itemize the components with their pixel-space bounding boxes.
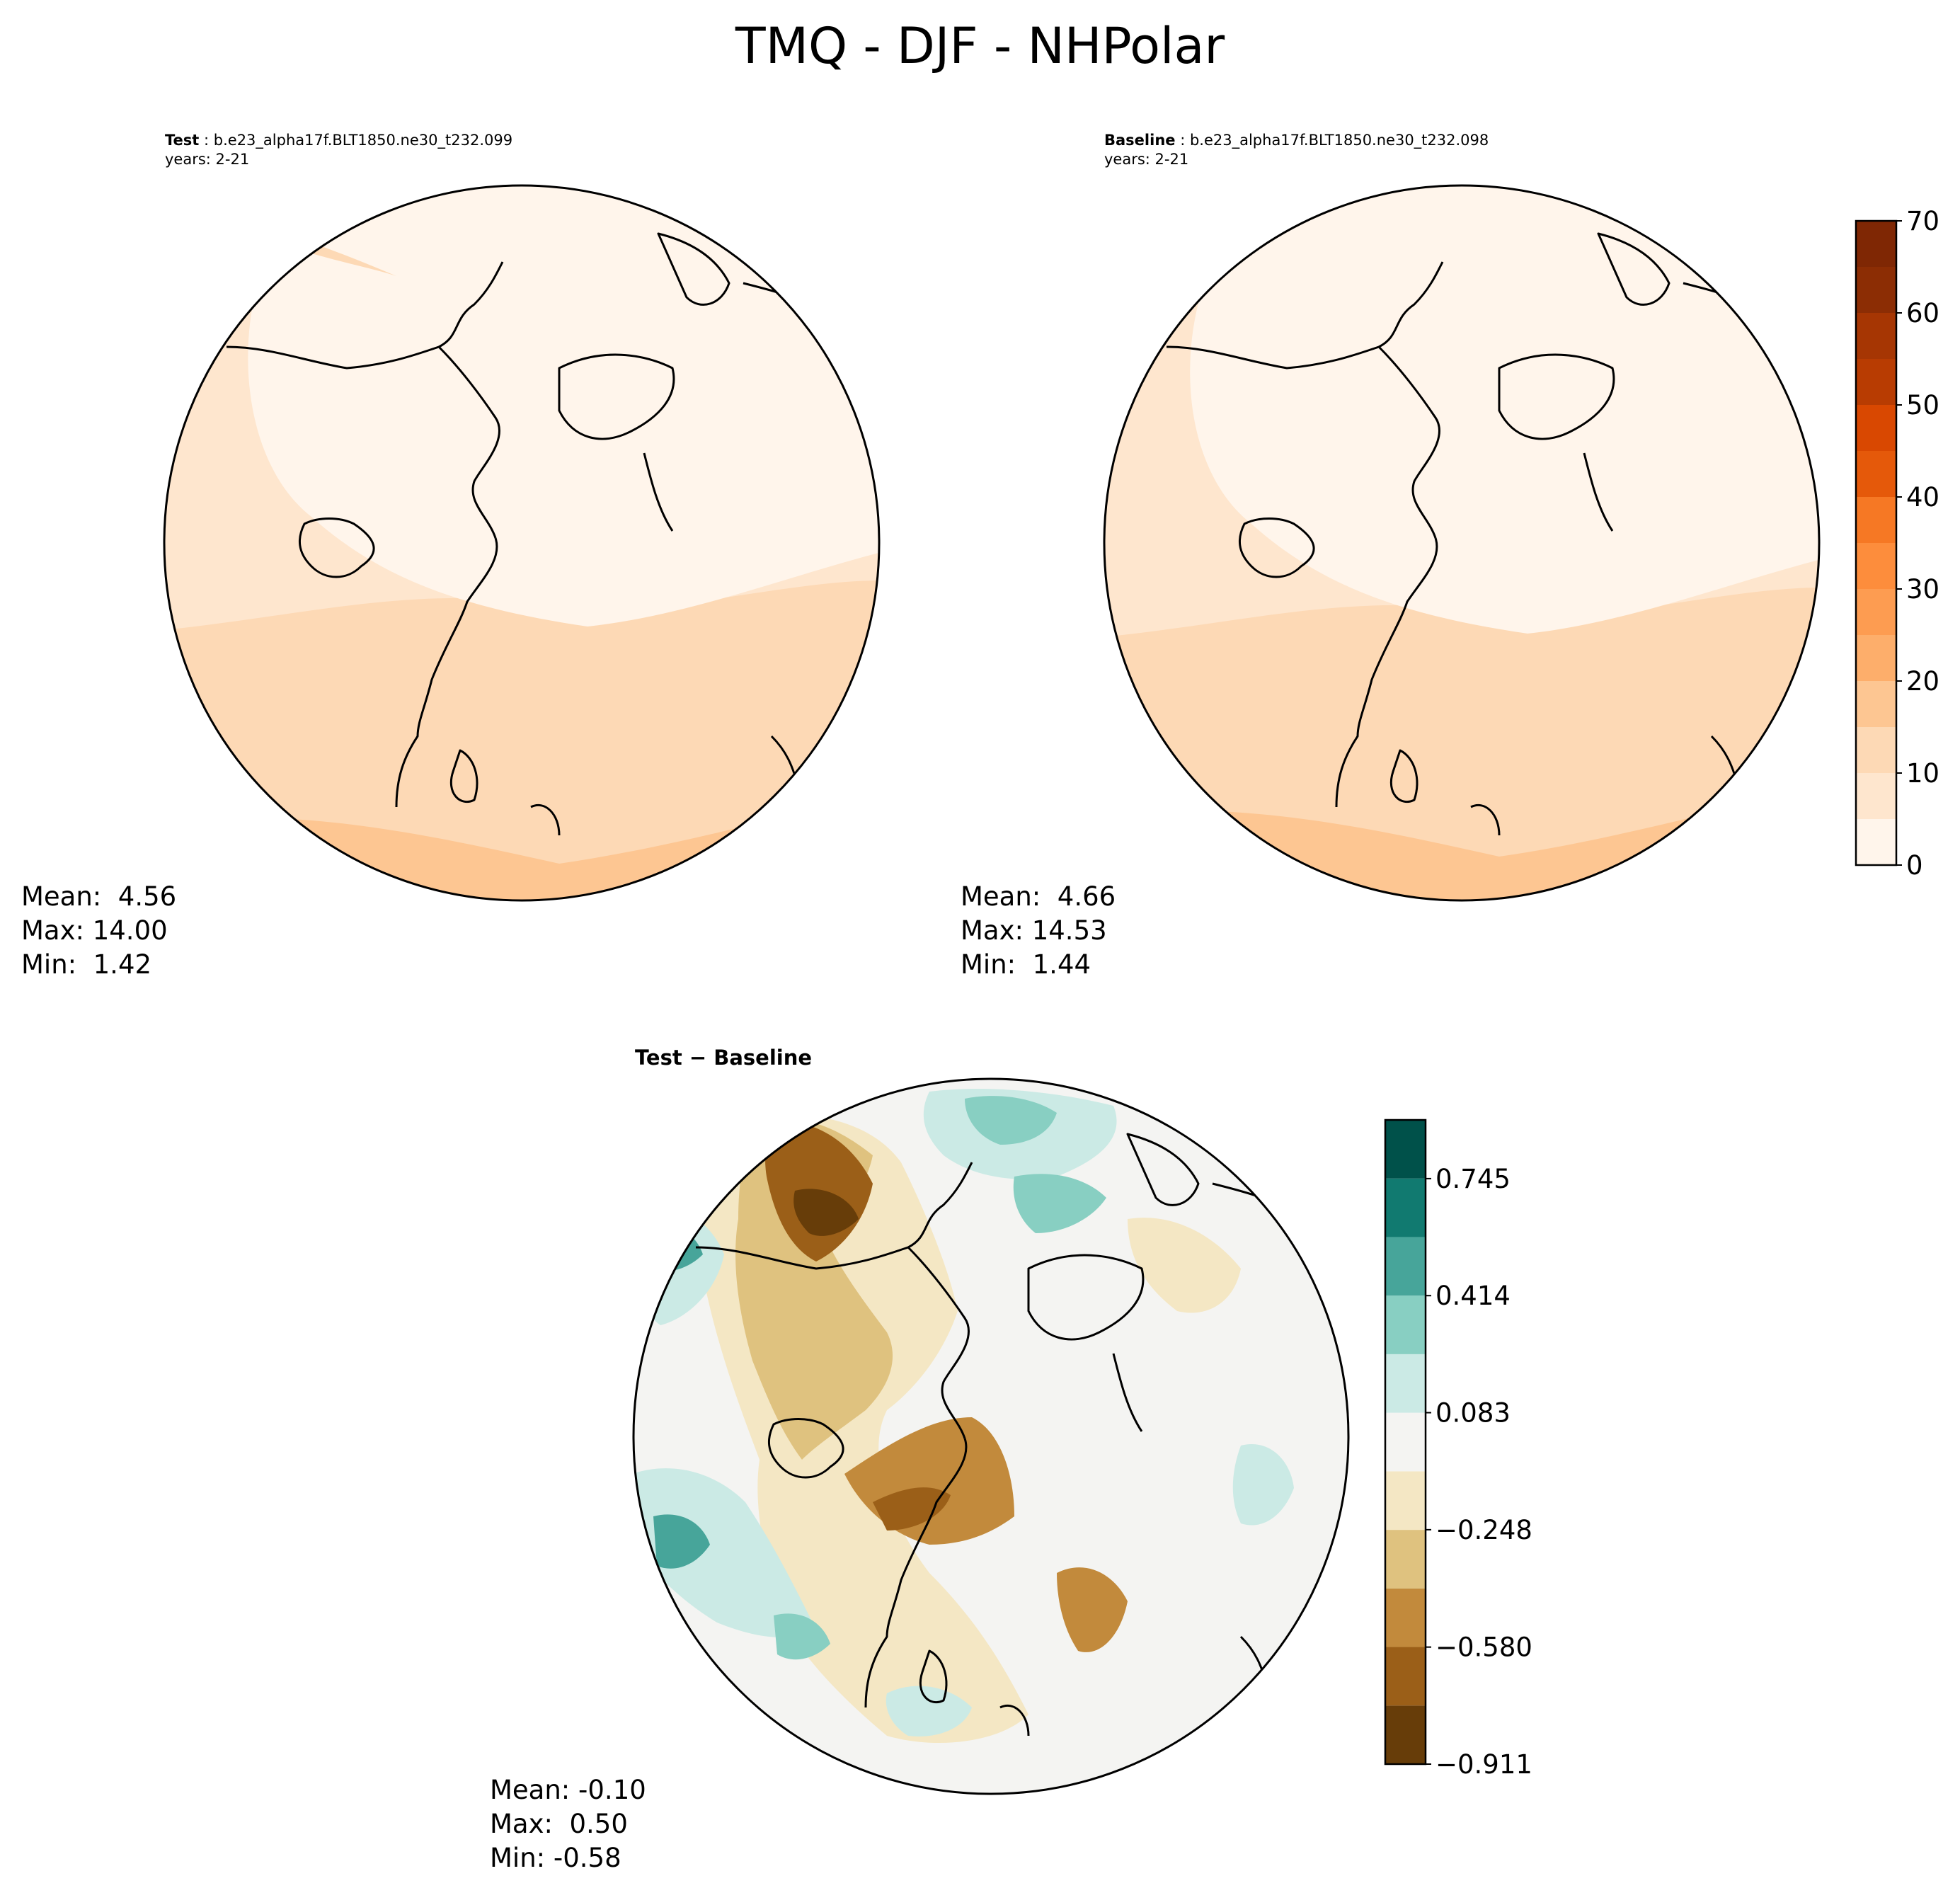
tmq-colorbar-block [1856,313,1896,359]
diff-colorbar-tick-label: 0.083 [1435,1398,1511,1429]
tmq-colorbar-blocks [1856,221,1896,865]
tmq-colorbar-tick-label: 20 [1906,666,1939,697]
test-stat-mean: Mean: 4.56 [21,881,177,912]
test-stat-min: Min: 1.42 [21,949,152,980]
test-map [163,184,881,902]
diff-field-patch-pos-medium [1013,1174,1106,1233]
diff-colorbar-block [1385,1705,1426,1764]
tmq-colorbar-block [1856,589,1896,635]
test-sep: : [199,132,214,149]
diff-colorbar-tick-label: −0.580 [1435,1632,1532,1663]
baseline-case-name: b.e23_alpha17f.BLT1850.ne30_t232.098 [1189,132,1489,149]
diff-field-band-pos-medium [965,1096,1057,1145]
diff-colorbar-block [1385,1354,1426,1413]
baseline-sep: : [1175,132,1190,149]
tmq-colorbar-block [1856,819,1896,865]
tmq-colorbar-frame [1855,219,1898,866]
baseline-label: Baseline [1104,132,1176,149]
tmq-colorbar-block [1856,773,1896,819]
diff-colorbar-block [1385,1412,1426,1472]
baseline-stat-min: Min: 1.44 [961,949,1091,980]
tmq-colorbar-tick-label: 30 [1906,574,1939,605]
baseline-map-boundary [1103,184,1821,902]
tmq-colorbar-block [1856,267,1896,313]
tmq-colorbar-block [1856,727,1896,773]
diff-colorbar-tick-label: 0.414 [1435,1281,1511,1311]
baseline-coastlines [1166,232,1762,836]
baseline-stat-mean: Mean: 4.66 [961,881,1116,912]
diff-colorbar-tick-label: −0.248 [1435,1515,1532,1545]
diff-colorbar-frame [1384,1119,1427,1766]
tmq-colorbar-block [1856,451,1896,497]
baseline-stat-max: Max: 14.53 [961,915,1107,946]
tmq-colorbar-block [1856,359,1896,405]
test-stat-max: Max: 14.00 [21,915,168,946]
diff-map [632,1077,1350,1795]
tmq-colorbar-tick-label: 50 [1906,390,1939,420]
diff-coastlines [695,1133,1291,1737]
diff-colorbar-tick-label: −0.911 [1435,1749,1532,1780]
baseline-map [1103,184,1821,902]
tmq-colorbar-ticks: 0 10 20 30 40 50 60 70 [1896,206,1939,881]
diff-stat-min: Min: -0.58 [490,1843,621,1873]
diff-colorbar-block [1385,1588,1426,1647]
diff-field-patch-neg-medium-2 [1057,1567,1128,1652]
tmq-colorbar-tick-label: 10 [1906,758,1939,789]
diff-colorbar: −0.911 −0.580 −0.248 0.083 0.414 0.745 [1384,1119,1532,1780]
diff-colorbar-block [1385,1647,1426,1706]
tmq-colorbar-tick-label: 0 [1906,850,1923,881]
baseline-years: years: 2-21 [1104,151,1189,168]
diff-colorbar-block [1385,1237,1426,1296]
test-panel-title: Test : b.e23_alpha17f.BLT1850.ne30_t232.… [165,131,512,150]
test-map-boundary [163,184,881,902]
test-case-name: b.e23_alpha17f.BLT1850.ne30_t232.099 [213,132,513,149]
diff-colorbar-blocks [1385,1120,1426,1764]
diff-stat-mean: Mean: -0.10 [490,1775,646,1805]
tmq-colorbar-tick-label: 40 [1906,482,1939,513]
tmq-colorbar-block [1856,635,1896,681]
diff-colorbar-ticks: −0.911 −0.580 −0.248 0.083 0.414 0.745 [1426,1164,1532,1780]
diff-map-boundary [632,1077,1350,1795]
tmq-colorbar-tick-label: 60 [1906,298,1939,328]
diff-stat-max: Max: 0.50 [490,1809,628,1839]
tmq-colorbar-block [1856,221,1896,267]
diff-field-southwest-pos-small [634,1468,816,1637]
diff-colorbar-block [1385,1120,1426,1179]
test-stats: Mean: 4.56 Max: 14.00 Min: 1.42 [21,880,176,982]
test-years: years: 2-21 [165,151,250,168]
tmq-colorbar-block [1856,497,1896,543]
diff-field-southwest-pos-medium [774,1613,830,1660]
baseline-panel-title: Baseline : b.e23_alpha17f.BLT1850.ne30_t… [1104,131,1489,150]
tmq-colorbar-tick-label: 70 [1906,206,1939,236]
baseline-field-band-0-5 [1190,185,1819,634]
diff-colorbar-block [1385,1471,1426,1531]
diff-stats: Mean: -0.10 Max: 0.50 Min: -0.58 [490,1773,646,1875]
tmq-colorbar: 0 10 20 30 40 50 60 70 [1855,206,1939,881]
diff-field-east-pos-small [1232,1444,1294,1526]
figure-title: TMQ - DJF - NHPolar [735,17,1225,75]
diff-field-patch-neg-large [873,1487,951,1531]
baseline-stats: Mean: 4.66 Max: 14.53 Min: 1.44 [961,880,1116,982]
diff-colorbar-block [1385,1178,1426,1237]
diff-field-southwest-pos-large [653,1514,710,1569]
test-label: Test [165,132,200,149]
tmq-colorbar-block [1856,543,1896,589]
diff-colorbar-block [1385,1530,1426,1589]
diff-panel-title: Test − Baseline [635,1046,813,1070]
diff-field-south-pos-small [886,1686,972,1737]
diff-colorbar-tick-label: 0.745 [1435,1164,1511,1194]
diff-field-east-neg-small [1128,1218,1241,1313]
diff-field-band-neg-extreme [793,1189,859,1236]
diff-colorbar-block [1385,1295,1426,1354]
tmq-colorbar-block [1856,405,1896,451]
test-coastlines [226,232,822,836]
tmq-colorbar-block [1856,681,1896,727]
